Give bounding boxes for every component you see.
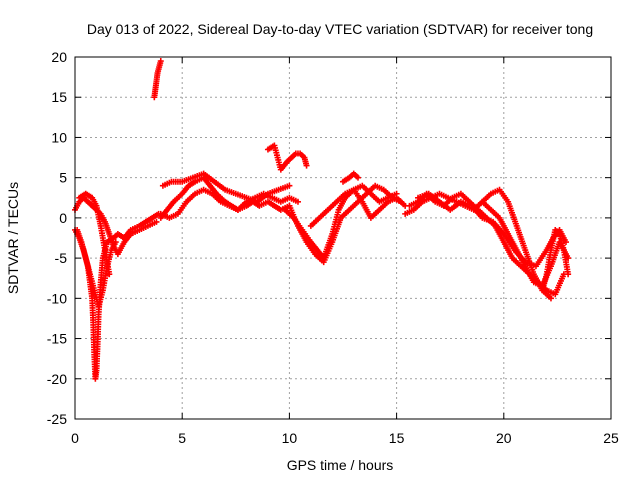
chart-title: Day 013 of 2022, Sidereal Day-to-day VTE… — [87, 21, 593, 37]
y-tick-label: 15 — [51, 89, 67, 105]
series-track-d — [76, 190, 113, 278]
data-point — [106, 271, 113, 278]
y-tick-layer: -25 -20 -15 -10 -5 0 5 10 15 20 — [47, 49, 611, 427]
data-point — [153, 218, 160, 225]
x-tick-label: 5 — [178, 430, 186, 446]
series-track-m — [340, 170, 362, 185]
series-track-e — [151, 58, 164, 101]
y-tick-label: -25 — [47, 411, 67, 427]
x-tick-layer: 0 5 10 15 20 25 — [71, 57, 619, 446]
y-tick-label: 0 — [59, 210, 67, 226]
x-tick-label: 15 — [389, 430, 405, 446]
data-point — [157, 58, 164, 65]
data-point — [303, 162, 310, 169]
series-track-r — [539, 226, 572, 294]
series-track-k — [286, 182, 404, 266]
y-tick-label: -20 — [47, 371, 67, 387]
data-point — [286, 182, 293, 189]
y-tick-label: -10 — [47, 290, 67, 306]
x-axis-label: GPS time / hours — [287, 457, 394, 473]
y-axis-label: SDTVAR / TECUs — [5, 182, 21, 294]
data-point — [355, 174, 362, 181]
data-point — [547, 295, 554, 302]
series-track-g — [157, 186, 301, 221]
x-tick-label: 25 — [603, 430, 619, 446]
y-tick-label: -5 — [55, 250, 68, 266]
y-tick-label: -15 — [47, 331, 67, 347]
series-track-h — [159, 170, 293, 205]
y-tick-label: 5 — [59, 170, 67, 186]
x-tick-label: 10 — [282, 430, 298, 446]
y-tick-label: 10 — [51, 129, 67, 145]
plot-frame — [74, 56, 612, 420]
data-point — [565, 271, 572, 278]
x-tick-label: 0 — [71, 430, 79, 446]
x-tick-label: 20 — [496, 430, 512, 446]
series-layer — [72, 58, 572, 382]
y-tick-label: 20 — [51, 49, 67, 65]
series-track-i — [264, 142, 310, 173]
data-point — [294, 198, 301, 205]
data-point — [562, 239, 569, 246]
data-point — [112, 239, 119, 246]
series-track-l — [307, 186, 409, 229]
